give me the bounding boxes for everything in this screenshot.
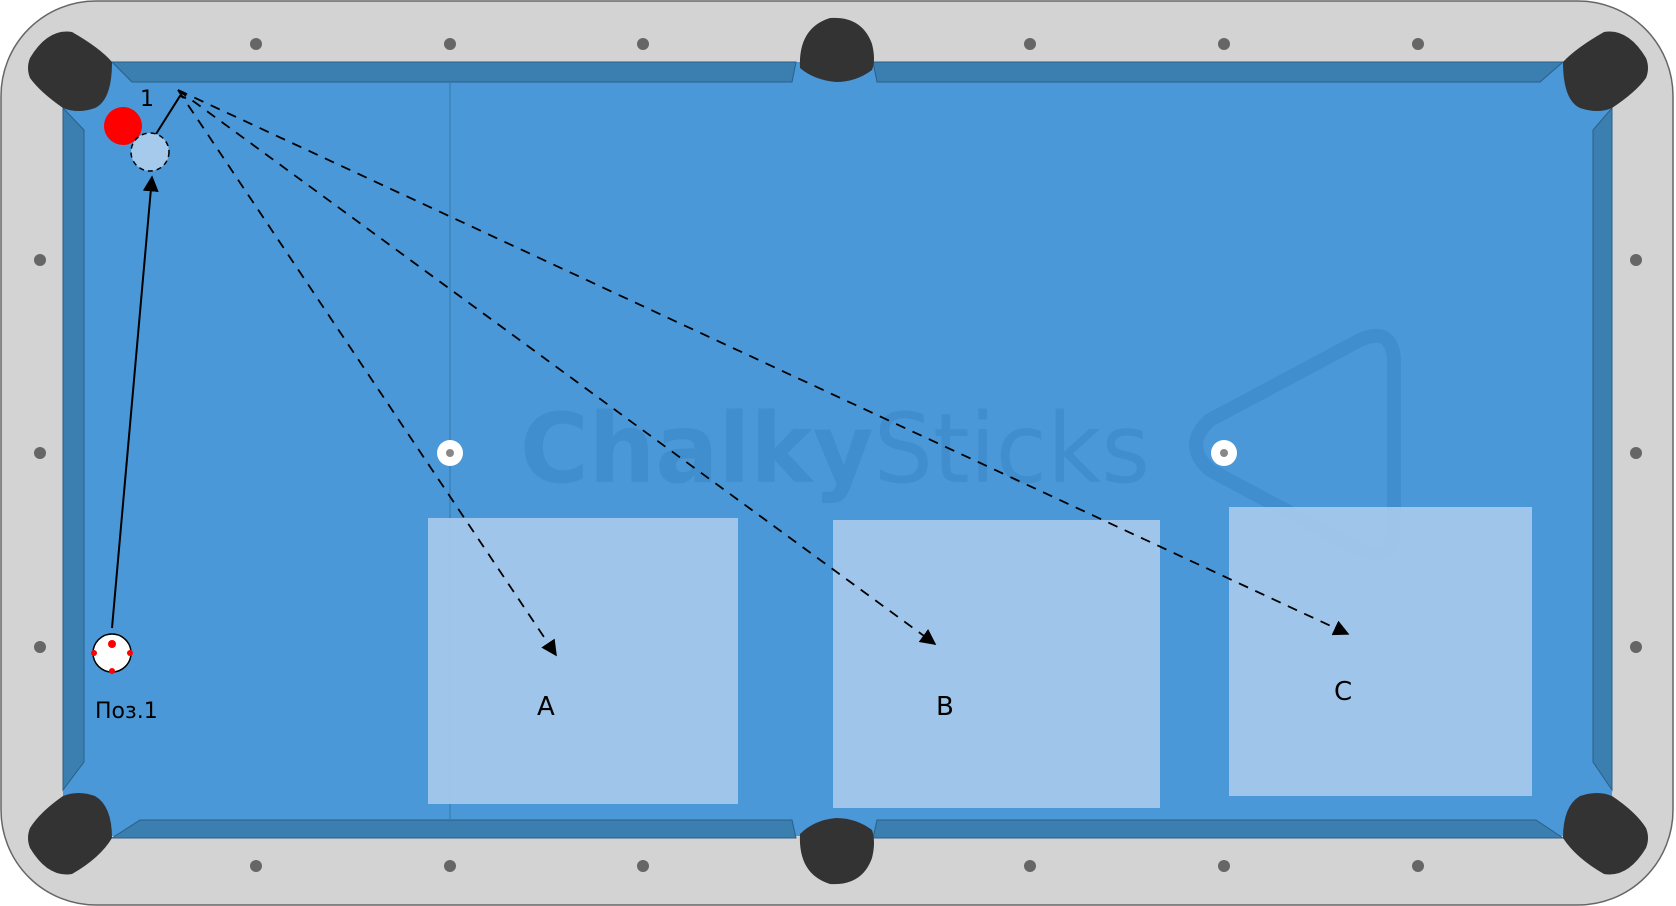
cue-ball-dot-bottom <box>109 668 115 674</box>
diamond-marker-icon <box>444 38 456 50</box>
zone-a-label: A <box>537 692 555 722</box>
cushion-left <box>62 106 85 792</box>
cushion-bottom-left <box>110 819 797 839</box>
pockets <box>28 17 1648 885</box>
diamond-marker-icon <box>637 860 649 872</box>
cushion-bottom-right <box>872 819 1565 839</box>
cushion-top-right <box>872 61 1565 83</box>
cushion-top-left <box>110 61 797 83</box>
diamond-marker-icon <box>1630 254 1642 266</box>
zone-c <box>1229 507 1532 796</box>
cue-ball-body <box>92 633 132 673</box>
cue-ball-path <box>111 175 159 629</box>
diamond-marker-icon <box>34 641 46 653</box>
ghost-ball <box>130 132 170 172</box>
diamond-marker-icon <box>1024 38 1036 50</box>
object-ball <box>104 107 142 145</box>
zone-b-label: B <box>936 692 954 722</box>
cue-ball <box>91 633 133 674</box>
pocket-top-middle <box>799 17 874 82</box>
watermark-word-1: Chalky <box>520 393 874 505</box>
diamond-marker-icon <box>444 860 456 872</box>
object-ball-contact-line <box>155 94 187 135</box>
diamond-marker-icon <box>1218 860 1230 872</box>
zone-b <box>833 520 1160 808</box>
zone-a <box>428 518 738 804</box>
cue-ball-dot-left <box>91 650 97 656</box>
diamond-marker-icon <box>34 254 46 266</box>
diamond-marker-icon <box>1412 860 1424 872</box>
rail-diamonds <box>34 38 1642 872</box>
diamond-marker-icon <box>637 38 649 50</box>
spot-marker-center <box>1220 449 1228 457</box>
watermark: ChalkySticks <box>520 329 1401 561</box>
pocket-bottom-middle <box>799 818 874 885</box>
cue-ball-dot-top <box>108 640 116 648</box>
cue-ball-label: Поз.1 <box>95 699 158 724</box>
cushions <box>62 61 1613 839</box>
route-to-b <box>177 89 937 645</box>
route-to-a <box>177 89 557 657</box>
pocket-top-left <box>28 31 112 111</box>
diamond-marker-icon <box>1218 38 1230 50</box>
diamond-marker-icon <box>34 447 46 459</box>
watermark-word-2: Sticks <box>874 393 1150 505</box>
spot-marker-center <box>446 449 454 457</box>
diamond-marker-icon <box>1024 860 1036 872</box>
pocket-bottom-left <box>28 793 112 875</box>
diamond-marker-icon <box>250 38 262 50</box>
zone-c-label: C <box>1334 677 1352 707</box>
svg-text:ChalkySticks: ChalkySticks <box>520 393 1150 505</box>
cushion-right <box>1592 106 1613 792</box>
cue-ball-routes <box>177 89 1350 657</box>
object-ball-number: 1 <box>140 87 154 112</box>
diamond-marker-icon <box>1412 38 1424 50</box>
table-spots <box>437 440 1237 466</box>
pocket-top-right <box>1563 31 1648 111</box>
diamond-marker-icon <box>1630 447 1642 459</box>
diamond-marker-icon <box>250 860 262 872</box>
cue-ball-dot-right <box>127 650 133 656</box>
target-zones <box>428 507 1532 808</box>
diamond-marker-icon <box>1630 641 1642 653</box>
pocket-bottom-right <box>1563 793 1648 875</box>
